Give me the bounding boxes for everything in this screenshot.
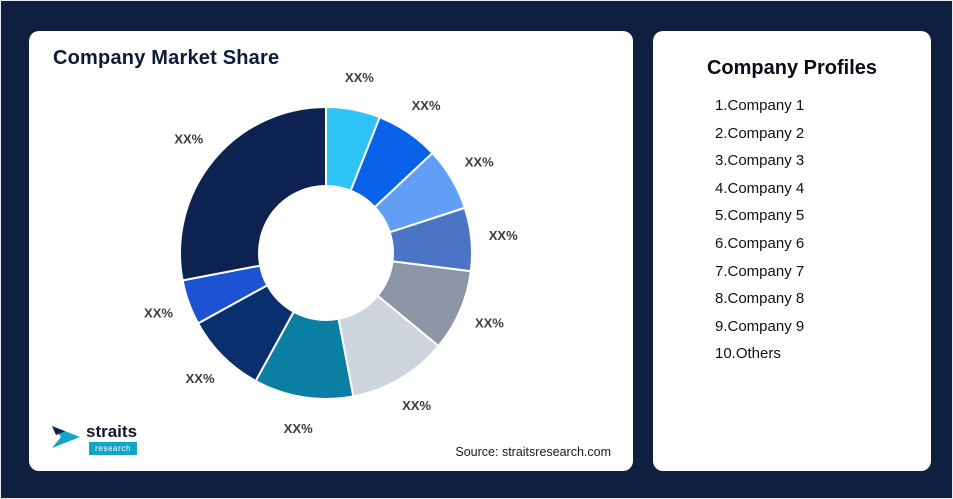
company-profile-item: 6.Company 6 [715, 234, 805, 252]
slice-percentage-label: XX% [475, 316, 504, 331]
company-profile-item: 5.Company 5 [715, 207, 805, 225]
slice-percentage-label: XX% [402, 398, 431, 413]
straits-logo-icon [52, 426, 80, 448]
logo-tagline-badge: research [89, 442, 138, 455]
slice-percentage-label: XX% [489, 228, 518, 243]
company-profiles-list: 1.Company 1 2.Company 2 3.Company 3 4.Compa… [653, 92, 931, 368]
slice-percentage-label: XX% [465, 154, 494, 169]
logo-brand-label: straits [86, 422, 138, 441]
slice-percentage-label: XX% [345, 70, 374, 85]
company-profiles-card: Company Profiles 1.Company 1 2.Company 2 3… [653, 31, 931, 471]
market-share-card: XX% XX% XX% XX% XX% XX% XX% XX% XX% XX% Company M… [29, 31, 633, 471]
slice-percentage-label: XX% [174, 132, 203, 147]
donut-chart: XX% XX% XX% XX% XX% XX% XX% XX% XX% XX% [144, 70, 518, 436]
chart-title: Company Market Share [53, 47, 280, 69]
source-note: Source: straitsresearch.com [455, 445, 611, 459]
company-profile-item: 1.Company 1 [715, 97, 805, 114]
slice-percentage-label: XX% [144, 305, 173, 320]
logo-text: straits research [86, 422, 138, 455]
company-profile-item: 9.Company 9 [715, 317, 805, 335]
company-profile-item: 8.Company 8 [715, 290, 805, 308]
company-profile-item: 10.Others [715, 345, 781, 363]
donut-slice [179, 106, 327, 282]
company-profile-item: 4.Company 4 [715, 179, 805, 197]
slice-percentage-label: XX% [186, 371, 215, 386]
slice-percentage-label: XX% [412, 98, 441, 113]
slice-percentage-label: XX% [284, 421, 313, 436]
profiles-title: Company Profiles [706, 57, 878, 79]
company-profile-item: 2.Company 2 [715, 124, 805, 142]
company-profile-item: 7.Company 7 [715, 262, 805, 280]
company-profile-item: 3.Company 3 [715, 152, 805, 170]
straits-logo: straits research [51, 422, 138, 455]
